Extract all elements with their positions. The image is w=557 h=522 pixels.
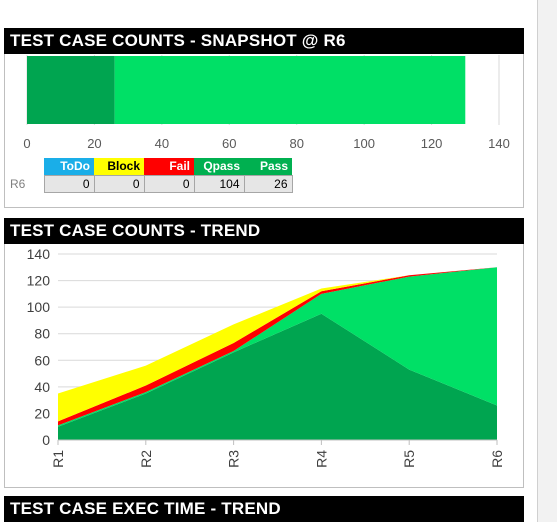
bar-segment-pass <box>27 56 115 124</box>
x-tick-label: 120 <box>421 136 443 151</box>
trend-area-chart: 0 20 40 60 80 100 120 140 R1 R2 R3 R4 R5 R6 <box>27 246 505 468</box>
right-edge-strip <box>537 0 557 522</box>
header-block: Block <box>94 158 144 175</box>
x-tick-label: R5 <box>401 450 417 468</box>
y-tick-label: 40 <box>34 379 50 395</box>
x-tick-label: 80 <box>289 136 303 151</box>
table-header-row: ToDo Block Fail Qpass Pass <box>10 158 292 175</box>
header-fail: Fail <box>144 158 194 175</box>
x-tick-label: 140 <box>488 136 510 151</box>
cell-pass: 26 <box>243 174 293 193</box>
y-tick-label: 20 <box>34 405 50 421</box>
x-tick-label: 60 <box>222 136 236 151</box>
x-tick-label: 20 <box>87 136 101 151</box>
row-label: R6 <box>10 176 26 191</box>
x-tick-label: 40 <box>155 136 169 151</box>
x-tick-label: R2 <box>138 450 154 468</box>
y-tick-label: 60 <box>34 352 50 368</box>
snapshot-title: TEST CASE COUNTS - SNAPSHOT @ R6 <box>4 28 524 54</box>
table-row: R6 0 0 0 104 26 <box>10 174 293 193</box>
x-tick-label: R3 <box>226 450 242 468</box>
area-series-pass <box>58 313 497 440</box>
exec-title: TEST CASE EXEC TIME - TREND <box>4 496 524 522</box>
x-tick-label: 0 <box>23 136 30 151</box>
x-tick-label: R6 <box>489 450 505 468</box>
table-corner <box>10 158 44 175</box>
trend-title: TEST CASE COUNTS - TREND <box>4 218 524 244</box>
cell-block: 0 <box>93 174 145 193</box>
header-todo: ToDo <box>44 158 94 175</box>
status-count-table: ToDo Block Fail Qpass Pass R6 0 0 0 104 … <box>10 158 293 193</box>
y-tick-label: 80 <box>34 326 50 342</box>
x-tick-label: R4 <box>313 450 329 468</box>
x-tick-label: R1 <box>50 450 66 468</box>
cell-qpass: 104 <box>193 174 245 193</box>
cell-fail: 0 <box>143 174 195 193</box>
bar-segment-qpass <box>114 56 466 124</box>
header-pass: Pass <box>244 158 292 175</box>
area-series-qpass <box>58 267 497 427</box>
x-tick-label: 100 <box>353 136 375 151</box>
snapshot-bar-chart: 0 20 40 60 80 100 120 140 <box>23 55 510 151</box>
y-tick-label: 120 <box>27 273 51 289</box>
cell-todo: 0 <box>43 174 95 193</box>
header-qpass: Qpass <box>194 158 244 175</box>
y-tick-label: 140 <box>27 246 51 262</box>
y-tick-label: 100 <box>27 299 51 315</box>
y-tick-label: 0 <box>42 432 50 448</box>
